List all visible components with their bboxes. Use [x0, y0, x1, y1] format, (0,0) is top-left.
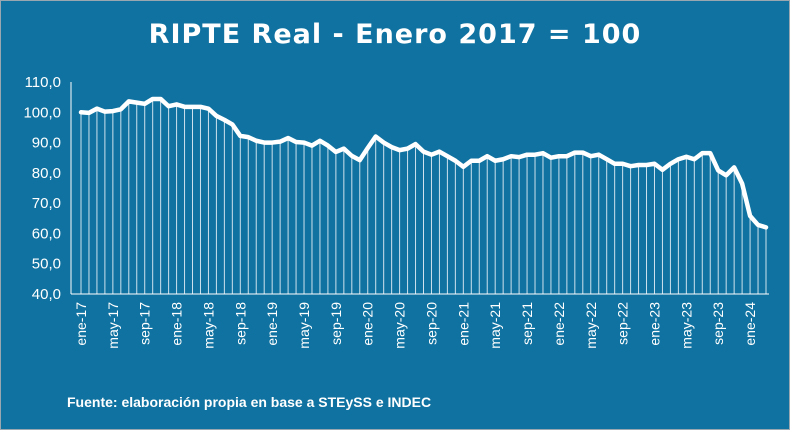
- y-tick-label: 70,0: [32, 195, 61, 212]
- x-tick-label: ene-22: [551, 302, 567, 346]
- x-tick-label: ene-18: [169, 302, 185, 346]
- x-tick-label: may-18: [200, 302, 216, 349]
- drop-lines: [80, 98, 767, 294]
- x-tick-labels: ene-17 may-17 sep-17 ene-18 may-18 sep-18 ene-…: [73, 302, 758, 349]
- y-tick-label: 40,0: [32, 286, 61, 303]
- x-tick-label: sep-18: [232, 302, 248, 345]
- x-tick-label: may-21: [487, 302, 503, 349]
- x-tick-label: may-23: [678, 302, 694, 349]
- y-tick-label: 80,0: [32, 165, 61, 182]
- axes: [70, 82, 769, 295]
- y-tick-label: 60,0: [32, 225, 61, 242]
- x-tick-label: sep-22: [615, 302, 631, 345]
- x-tick-label: ene-21: [455, 302, 471, 346]
- series-group: [78, 96, 769, 230]
- y-tick-labels: 40,0 50,0 60,0 70,0 80,0 90,0 100,0 110,0: [23, 74, 61, 303]
- x-tick-label: may-22: [583, 302, 599, 349]
- x-tick-label: may-19: [296, 302, 312, 349]
- x-tick-label: sep-17: [137, 302, 153, 345]
- source-note: Fuente: elaboración propia en base a STE…: [67, 394, 432, 410]
- y-tick-label: 110,0: [25, 74, 61, 91]
- x-tick-label: ene-23: [646, 302, 662, 346]
- x-tick-label: sep-23: [710, 302, 726, 345]
- x-tick-label: ene-20: [360, 302, 376, 346]
- x-tick-label: sep-19: [328, 302, 344, 345]
- y-tick-label: 100,0: [23, 104, 61, 121]
- x-tick-label: ene-19: [264, 302, 280, 346]
- y-tick-label: 50,0: [32, 256, 61, 273]
- chart-title: RIPTE Real - Enero 2017 = 100: [148, 19, 642, 50]
- y-tick-label: 90,0: [32, 135, 61, 152]
- series-line: [78, 96, 769, 230]
- x-tick-label: ene-24: [742, 302, 758, 346]
- x-tick-label: sep-20: [423, 302, 439, 345]
- x-tick-label: may-20: [392, 302, 408, 349]
- x-tick-label: may-17: [105, 302, 121, 349]
- x-tick-label: sep-21: [519, 302, 535, 345]
- x-tick-label: ene-17: [73, 302, 89, 346]
